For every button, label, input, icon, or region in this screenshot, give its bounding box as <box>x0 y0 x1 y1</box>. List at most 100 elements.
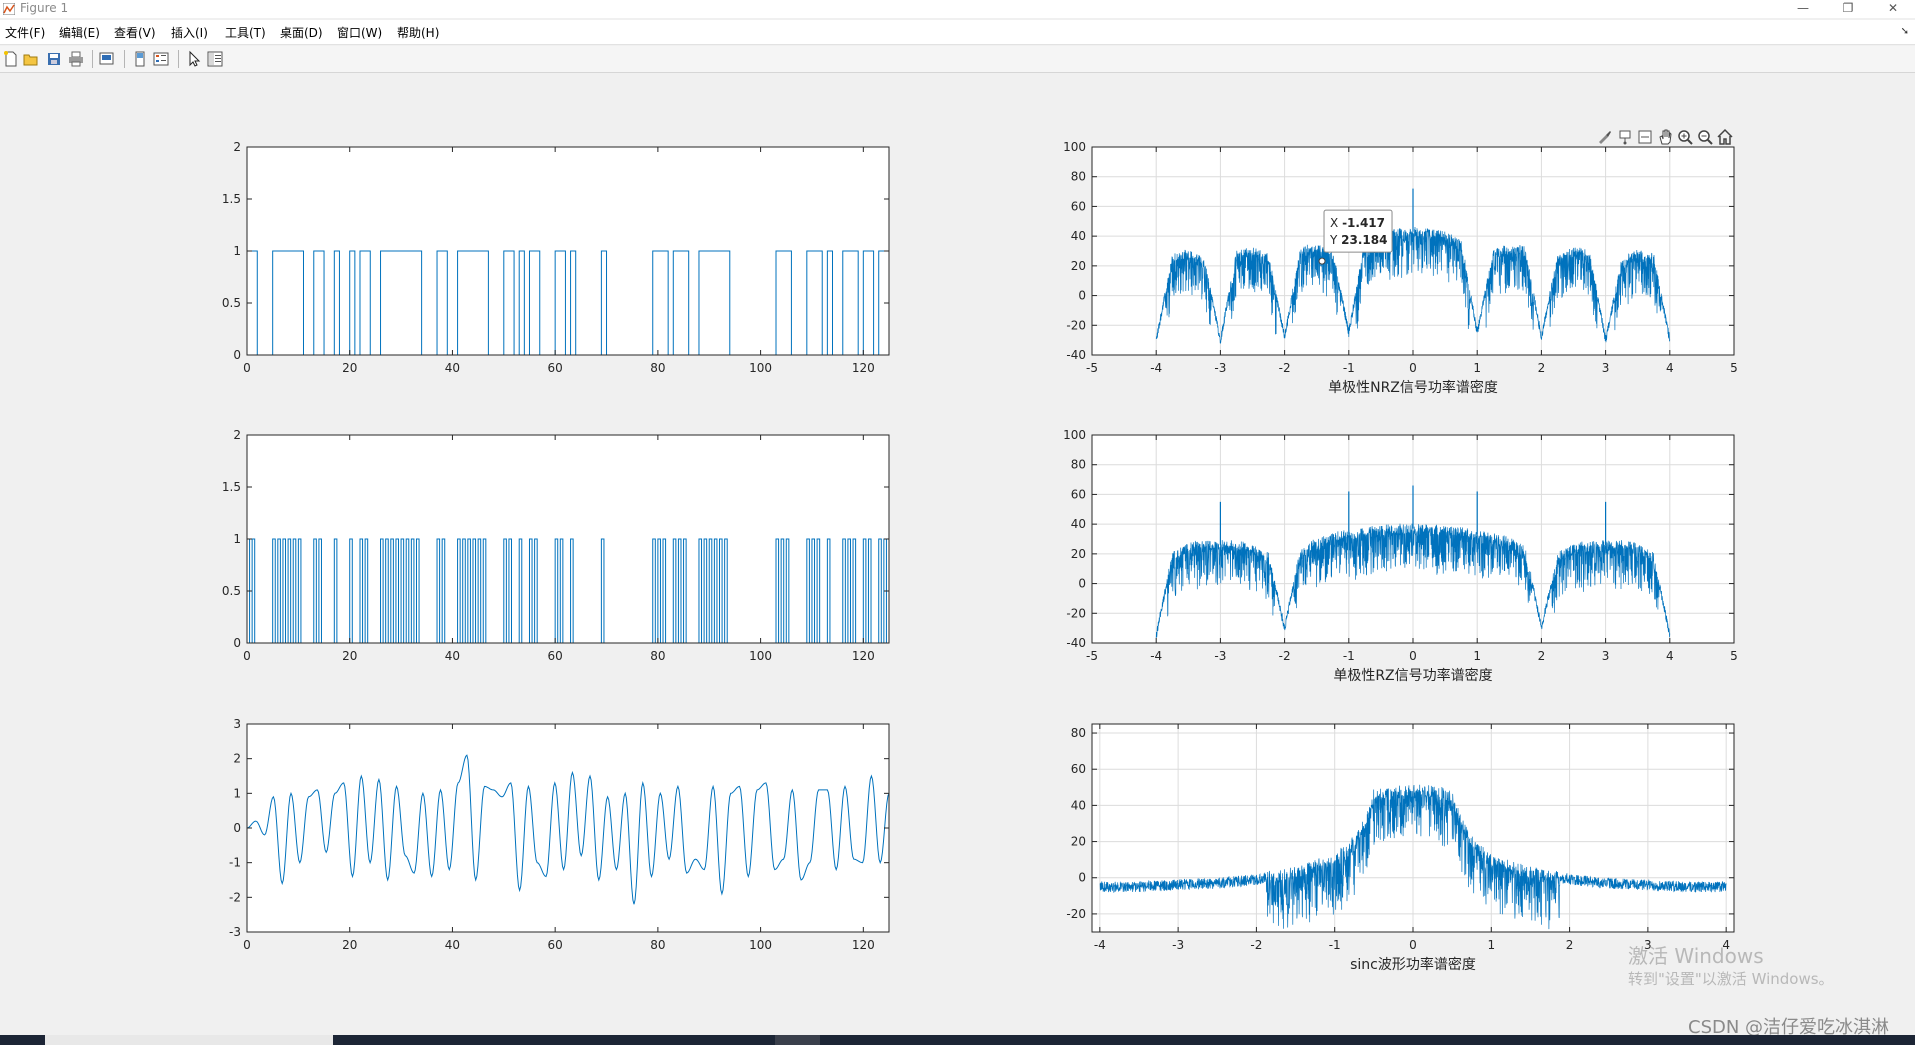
series-line <box>247 538 889 643</box>
pointer-icon[interactable] <box>185 50 203 68</box>
x-tick-label: -3 <box>1214 361 1226 375</box>
taskbar-item[interactable] <box>775 1035 820 1045</box>
y-tick-label: 20 <box>1071 259 1086 273</box>
data-tip-y: Y 23.184 <box>1329 233 1387 247</box>
y-tick-label: 2 <box>233 140 241 154</box>
x-tick-label: 100 <box>749 938 772 952</box>
menu-overflow-icon[interactable]: ➘ <box>1900 26 1909 37</box>
x-tick-label: 4 <box>1666 649 1674 663</box>
series-line <box>1099 784 1727 930</box>
x-tick-label: 0 <box>243 649 251 663</box>
y-tick-label: 60 <box>1071 487 1086 501</box>
y-tick-label: -20 <box>1066 907 1086 921</box>
series-line <box>1155 226 1671 344</box>
y-tick-label: 2 <box>233 428 241 442</box>
x-tick-label: 1 <box>1473 361 1481 375</box>
x-tick-label: 60 <box>548 649 563 663</box>
x-tick-label: 0 <box>1409 938 1417 952</box>
taskbar-item[interactable] <box>45 1035 333 1045</box>
brush-icon[interactable] <box>1596 128 1614 146</box>
axes-rz-psd: -5 -4 -3 -2 -1 0 1 2 3 4 5 -40 -20 0 20 40 60 80 100 单极性RZ信… <box>1063 428 1738 684</box>
y-tick-label: 1 <box>233 532 241 546</box>
x-tick-label: 80 <box>650 938 665 952</box>
save-icon[interactable] <box>45 50 63 68</box>
series-line <box>247 754 889 905</box>
x-tick-label: 2 <box>1538 649 1546 663</box>
y-tick-label: 80 <box>1071 726 1086 740</box>
x-tick-label: 0 <box>243 361 251 375</box>
y-tick-label: -20 <box>1066 606 1086 620</box>
y-tick-label: -20 <box>1066 318 1086 332</box>
menu-view[interactable]: 查看(V) <box>114 26 156 40</box>
menu-help[interactable]: 帮助(H) <box>397 26 440 40</box>
x-tick-label: 4 <box>1722 938 1730 952</box>
x-tick-label: 60 <box>548 361 563 375</box>
y-tick-label: 100 <box>1063 428 1086 442</box>
windows-activation-hint: 转到"设置"以激活 Windows。 <box>1628 970 1834 988</box>
pan-icon[interactable] <box>1656 128 1674 146</box>
menu-window[interactable]: 窗口(W) <box>337 26 383 40</box>
y-tick-label: 1 <box>233 244 241 258</box>
restore-button[interactable]: ❐ <box>1842 1 1854 15</box>
y-tick-label: 80 <box>1071 170 1086 184</box>
y-tick-label: 1.5 <box>222 480 241 494</box>
edit-plot-icon[interactable] <box>1636 128 1654 146</box>
x-tick-label: 3 <box>1602 361 1610 375</box>
menu-edit[interactable]: 编辑(E) <box>59 26 100 40</box>
x-tick-label: -5 <box>1086 649 1098 663</box>
x-axis-label: sinc波形功率谱密度 <box>1350 956 1476 973</box>
x-tick-label: 3 <box>1602 649 1610 663</box>
x-tick-label: -1 <box>1343 649 1355 663</box>
dock-icon[interactable] <box>131 50 149 68</box>
x-tick-label: -1 <box>1343 361 1355 375</box>
y-tick-label: -40 <box>1066 348 1086 362</box>
window-title: Figure 1 <box>20 1 69 15</box>
axes-nrz-waveform: 0 20 40 60 80 100 120 0 0.5 1 1.5 2 <box>222 140 890 375</box>
zoom-out-icon[interactable] <box>1696 128 1714 146</box>
y-tick-label: 60 <box>1071 199 1086 213</box>
toolbar-separator <box>178 50 179 68</box>
property-editor-icon[interactable] <box>206 50 224 68</box>
print-preview-icon[interactable] <box>98 50 116 68</box>
y-tick-label: -40 <box>1066 636 1086 650</box>
menu-file[interactable]: 文件(F) <box>5 26 46 40</box>
x-tick-label: 120 <box>852 649 875 663</box>
insert-legend-icon[interactable] <box>152 50 170 68</box>
windows-activation-watermark: 激活 Windows <box>1628 944 1764 968</box>
x-tick-label: 5 <box>1730 361 1738 375</box>
y-tick-label: 1 <box>233 786 241 800</box>
home-icon[interactable] <box>1716 128 1734 146</box>
menu-insert[interactable]: 插入(I) <box>171 26 208 40</box>
y-tick-label: 100 <box>1063 140 1086 154</box>
menu-tools[interactable]: 工具(T) <box>225 26 266 40</box>
x-tick-label: -2 <box>1279 649 1291 663</box>
x-tick-label: 0 <box>1409 649 1417 663</box>
print-icon[interactable] <box>67 50 85 68</box>
y-tick-label: 0.5 <box>222 584 241 598</box>
data-tips-icon[interactable] <box>1616 128 1634 146</box>
x-tick-label: 80 <box>650 649 665 663</box>
zoom-in-icon[interactable] <box>1676 128 1694 146</box>
minimize-button[interactable]: — <box>1797 1 1809 15</box>
series-group <box>247 754 889 905</box>
data-tip-marker <box>1318 257 1326 265</box>
new-figure-icon[interactable] <box>2 50 20 68</box>
menu-desktop[interactable]: 桌面(D) <box>280 26 323 40</box>
open-file-icon[interactable] <box>22 50 40 68</box>
data-tip: X -1.417 Y 23.184 <box>1318 209 1393 265</box>
x-tick-label: -4 <box>1094 938 1106 952</box>
y-tick-label: 2 <box>233 752 241 766</box>
x-axis-label: 单极性NRZ信号功率谱密度 <box>1328 379 1498 396</box>
x-tick-label: -2 <box>1250 938 1262 952</box>
axes-background <box>247 435 889 643</box>
x-tick-label: 80 <box>650 361 665 375</box>
window-titlebar: Figure 1 — ❐ ✕ <box>0 0 1915 18</box>
axes-sinc-psd: -4 -3 -2 -1 0 1 2 3 4 -20 0 20 40 60 80 sinc波形功率谱密度 <box>1066 723 1735 973</box>
y-tick-label: 60 <box>1071 762 1086 776</box>
series-group <box>1155 485 1671 639</box>
y-tick-label: 20 <box>1071 547 1086 561</box>
y-tick-label: 80 <box>1071 458 1086 472</box>
x-tick-label: 5 <box>1730 649 1738 663</box>
close-button[interactable]: ✕ <box>1887 1 1899 15</box>
axes-nrz-psd: -5 -4 -3 -2 -1 0 1 2 3 4 5 -40 -20 0 20 40 60 80 100 单极性NRZ… <box>1063 140 1738 396</box>
